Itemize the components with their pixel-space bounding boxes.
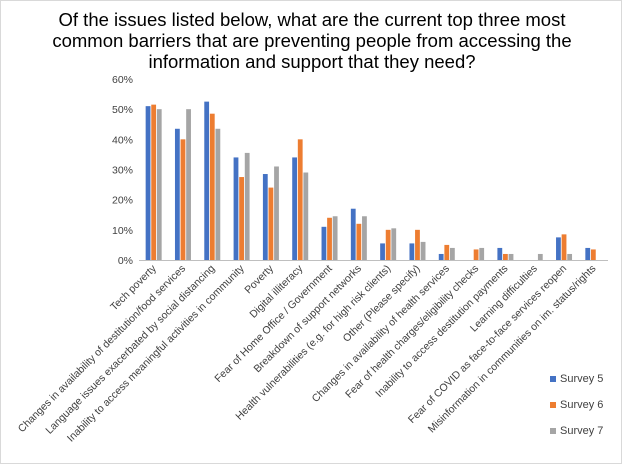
bar <box>244 152 250 260</box>
bar <box>151 104 157 261</box>
bar <box>174 128 180 260</box>
bar <box>186 109 191 261</box>
y-tick-label: 40% <box>112 134 133 146</box>
y-tick-label: 60% <box>112 74 133 86</box>
bar <box>356 223 362 260</box>
bar <box>362 216 367 260</box>
legend: Survey 5 Survey 6 Survey 7 <box>550 373 603 437</box>
bar <box>209 113 215 260</box>
bar <box>415 229 420 260</box>
legend-swatch <box>550 428 556 434</box>
bar <box>473 249 479 260</box>
bar <box>567 253 573 260</box>
bar <box>590 249 596 260</box>
bar <box>239 177 244 260</box>
bar <box>444 244 450 260</box>
bar <box>268 187 274 260</box>
chart-title: Of the issues listed below, what are the… <box>52 9 572 72</box>
bar <box>274 166 279 260</box>
bar <box>438 253 444 260</box>
y-tick-label: 50% <box>112 104 133 116</box>
legend-label: Survey 6 <box>560 399 603 411</box>
bar <box>585 247 591 260</box>
bar <box>497 247 503 260</box>
y-tick-label: 30% <box>112 165 133 177</box>
y-tick-label: 10% <box>112 225 133 237</box>
bar <box>350 208 356 260</box>
bar <box>327 217 332 260</box>
bar <box>449 247 455 260</box>
bars <box>145 101 596 261</box>
y-tick-label: 20% <box>112 195 133 207</box>
bar <box>145 106 151 261</box>
bar <box>537 253 543 260</box>
bar <box>321 226 327 260</box>
bar <box>215 128 221 260</box>
legend-label: Survey 7 <box>560 425 603 437</box>
axes: 0% 10% 20% 30% 40% 50% 60% <box>112 74 608 267</box>
bar <box>204 101 210 260</box>
bar <box>479 247 485 260</box>
legend-swatch <box>550 376 556 382</box>
bar <box>156 109 162 261</box>
bar <box>409 243 415 260</box>
bar <box>297 139 303 260</box>
bar <box>332 216 338 260</box>
bar <box>180 139 186 260</box>
bar <box>262 174 268 260</box>
legend-swatch <box>550 402 556 408</box>
legend-label: Survey 5 <box>560 373 603 385</box>
bar <box>556 237 561 260</box>
bar <box>233 157 239 260</box>
bar <box>292 157 298 260</box>
bar <box>508 253 514 260</box>
bar <box>391 228 397 260</box>
bar <box>420 241 426 260</box>
y-tick-label: 0% <box>118 255 133 267</box>
bar <box>303 172 309 260</box>
bar <box>380 243 385 260</box>
bar <box>503 253 508 260</box>
bar <box>385 229 391 260</box>
bar <box>561 234 567 260</box>
